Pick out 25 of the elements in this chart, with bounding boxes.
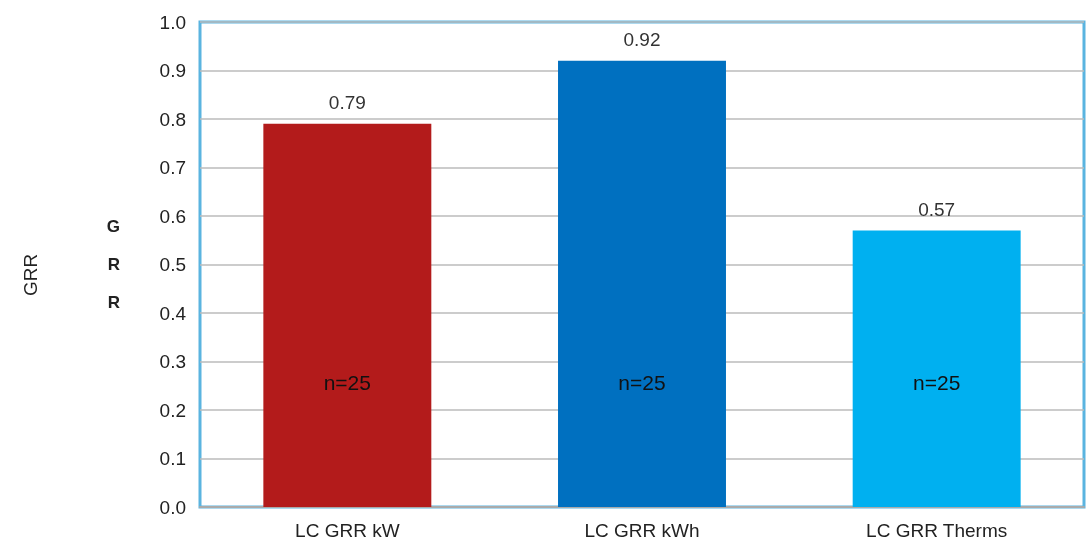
annotation: n=25 (913, 370, 961, 394)
annotation: n=25 (618, 370, 666, 394)
x-tick-label: LC GRR kWh (584, 520, 700, 541)
y-tick-label: 0.5 (159, 254, 186, 275)
y-axis-title: GRR (106, 217, 120, 312)
y-tick-label: 0.0 (159, 496, 186, 518)
data-label: 0.92 (623, 28, 661, 50)
y-tick-label: 0.3 (159, 351, 186, 372)
y-tick-label: 1.0 (159, 11, 186, 33)
bar (263, 123, 432, 507)
y-tick-label: 0.2 (159, 399, 186, 421)
bar (558, 60, 726, 507)
y-tick-label: 0.7 (159, 157, 186, 178)
y-tick-label: 0.1 (159, 448, 186, 469)
y-tick-label: 0.4 (159, 302, 187, 324)
y-tick-label: 0.9 (159, 60, 186, 81)
y-tick-label: 0.6 (159, 205, 186, 227)
data-label: 0.57 (918, 198, 956, 220)
data-label: 0.79 (328, 91, 366, 113)
text: GRR (19, 253, 41, 297)
x-tick-label: LC GRR kW (295, 520, 400, 541)
x-tick-label: LC GRR Therms (866, 520, 1008, 541)
y-tick-label: 0.8 (159, 108, 186, 130)
annotation: n=25 (323, 370, 371, 394)
bar (852, 230, 1021, 507)
